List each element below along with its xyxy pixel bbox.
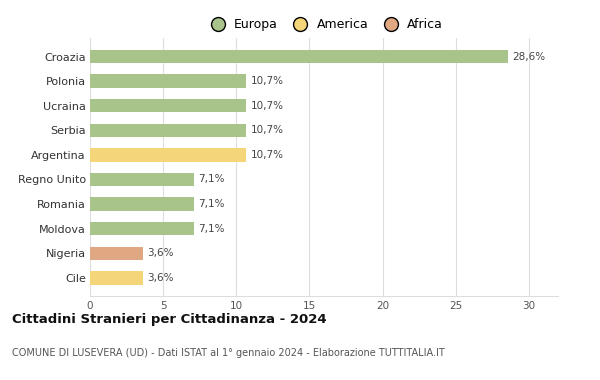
Text: COMUNE DI LUSEVERA (UD) - Dati ISTAT al 1° gennaio 2024 - Elaborazione TUTTITALI: COMUNE DI LUSEVERA (UD) - Dati ISTAT al … xyxy=(12,348,445,358)
Text: 10,7%: 10,7% xyxy=(251,101,284,111)
Text: 10,7%: 10,7% xyxy=(251,125,284,135)
Text: 7,1%: 7,1% xyxy=(198,199,225,209)
Bar xyxy=(90,148,247,162)
Text: 7,1%: 7,1% xyxy=(198,224,225,234)
Legend: Europa, America, Africa: Europa, America, Africa xyxy=(200,13,448,36)
Text: 10,7%: 10,7% xyxy=(251,76,284,86)
Bar xyxy=(90,74,247,88)
Text: 3,6%: 3,6% xyxy=(147,248,173,258)
Bar xyxy=(90,222,194,236)
Text: 3,6%: 3,6% xyxy=(147,273,173,283)
Bar xyxy=(90,99,247,112)
Text: 10,7%: 10,7% xyxy=(251,150,284,160)
Bar xyxy=(90,271,143,285)
Text: Cittadini Stranieri per Cittadinanza - 2024: Cittadini Stranieri per Cittadinanza - 2… xyxy=(12,314,326,326)
Text: 7,1%: 7,1% xyxy=(198,174,225,185)
Bar xyxy=(90,50,508,63)
Bar xyxy=(90,197,194,211)
Bar xyxy=(90,247,143,260)
Bar xyxy=(90,124,247,137)
Text: 28,6%: 28,6% xyxy=(512,52,546,62)
Bar xyxy=(90,173,194,186)
